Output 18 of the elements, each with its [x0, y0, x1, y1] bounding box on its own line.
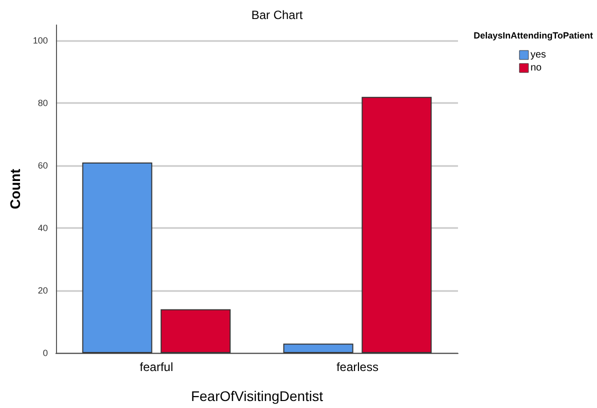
y-axis-title: Count: [7, 168, 23, 210]
y-tick-label: 0: [42, 348, 48, 358]
y-tick-label: 100: [32, 36, 48, 46]
legend-label: yes: [530, 50, 546, 60]
y-tick-label: 80: [38, 98, 48, 108]
bar: [283, 344, 354, 353]
x-tick-label: fearful: [140, 360, 174, 374]
y-tick-label: 20: [38, 286, 48, 296]
legend-label: no: [530, 62, 542, 74]
bar: [362, 96, 432, 353]
bar: [160, 309, 231, 353]
legend-title: DelaysInAttendingToPatient: [474, 30, 594, 40]
bar: [82, 162, 152, 353]
x-axis-title: FearOfVisitingDentist: [190, 388, 324, 404]
x-tick-label: fearless: [336, 360, 378, 374]
chart-title: Bar Chart: [251, 8, 304, 22]
y-tick-label: 60: [38, 160, 48, 171]
y-tick-label: 40: [38, 223, 48, 234]
